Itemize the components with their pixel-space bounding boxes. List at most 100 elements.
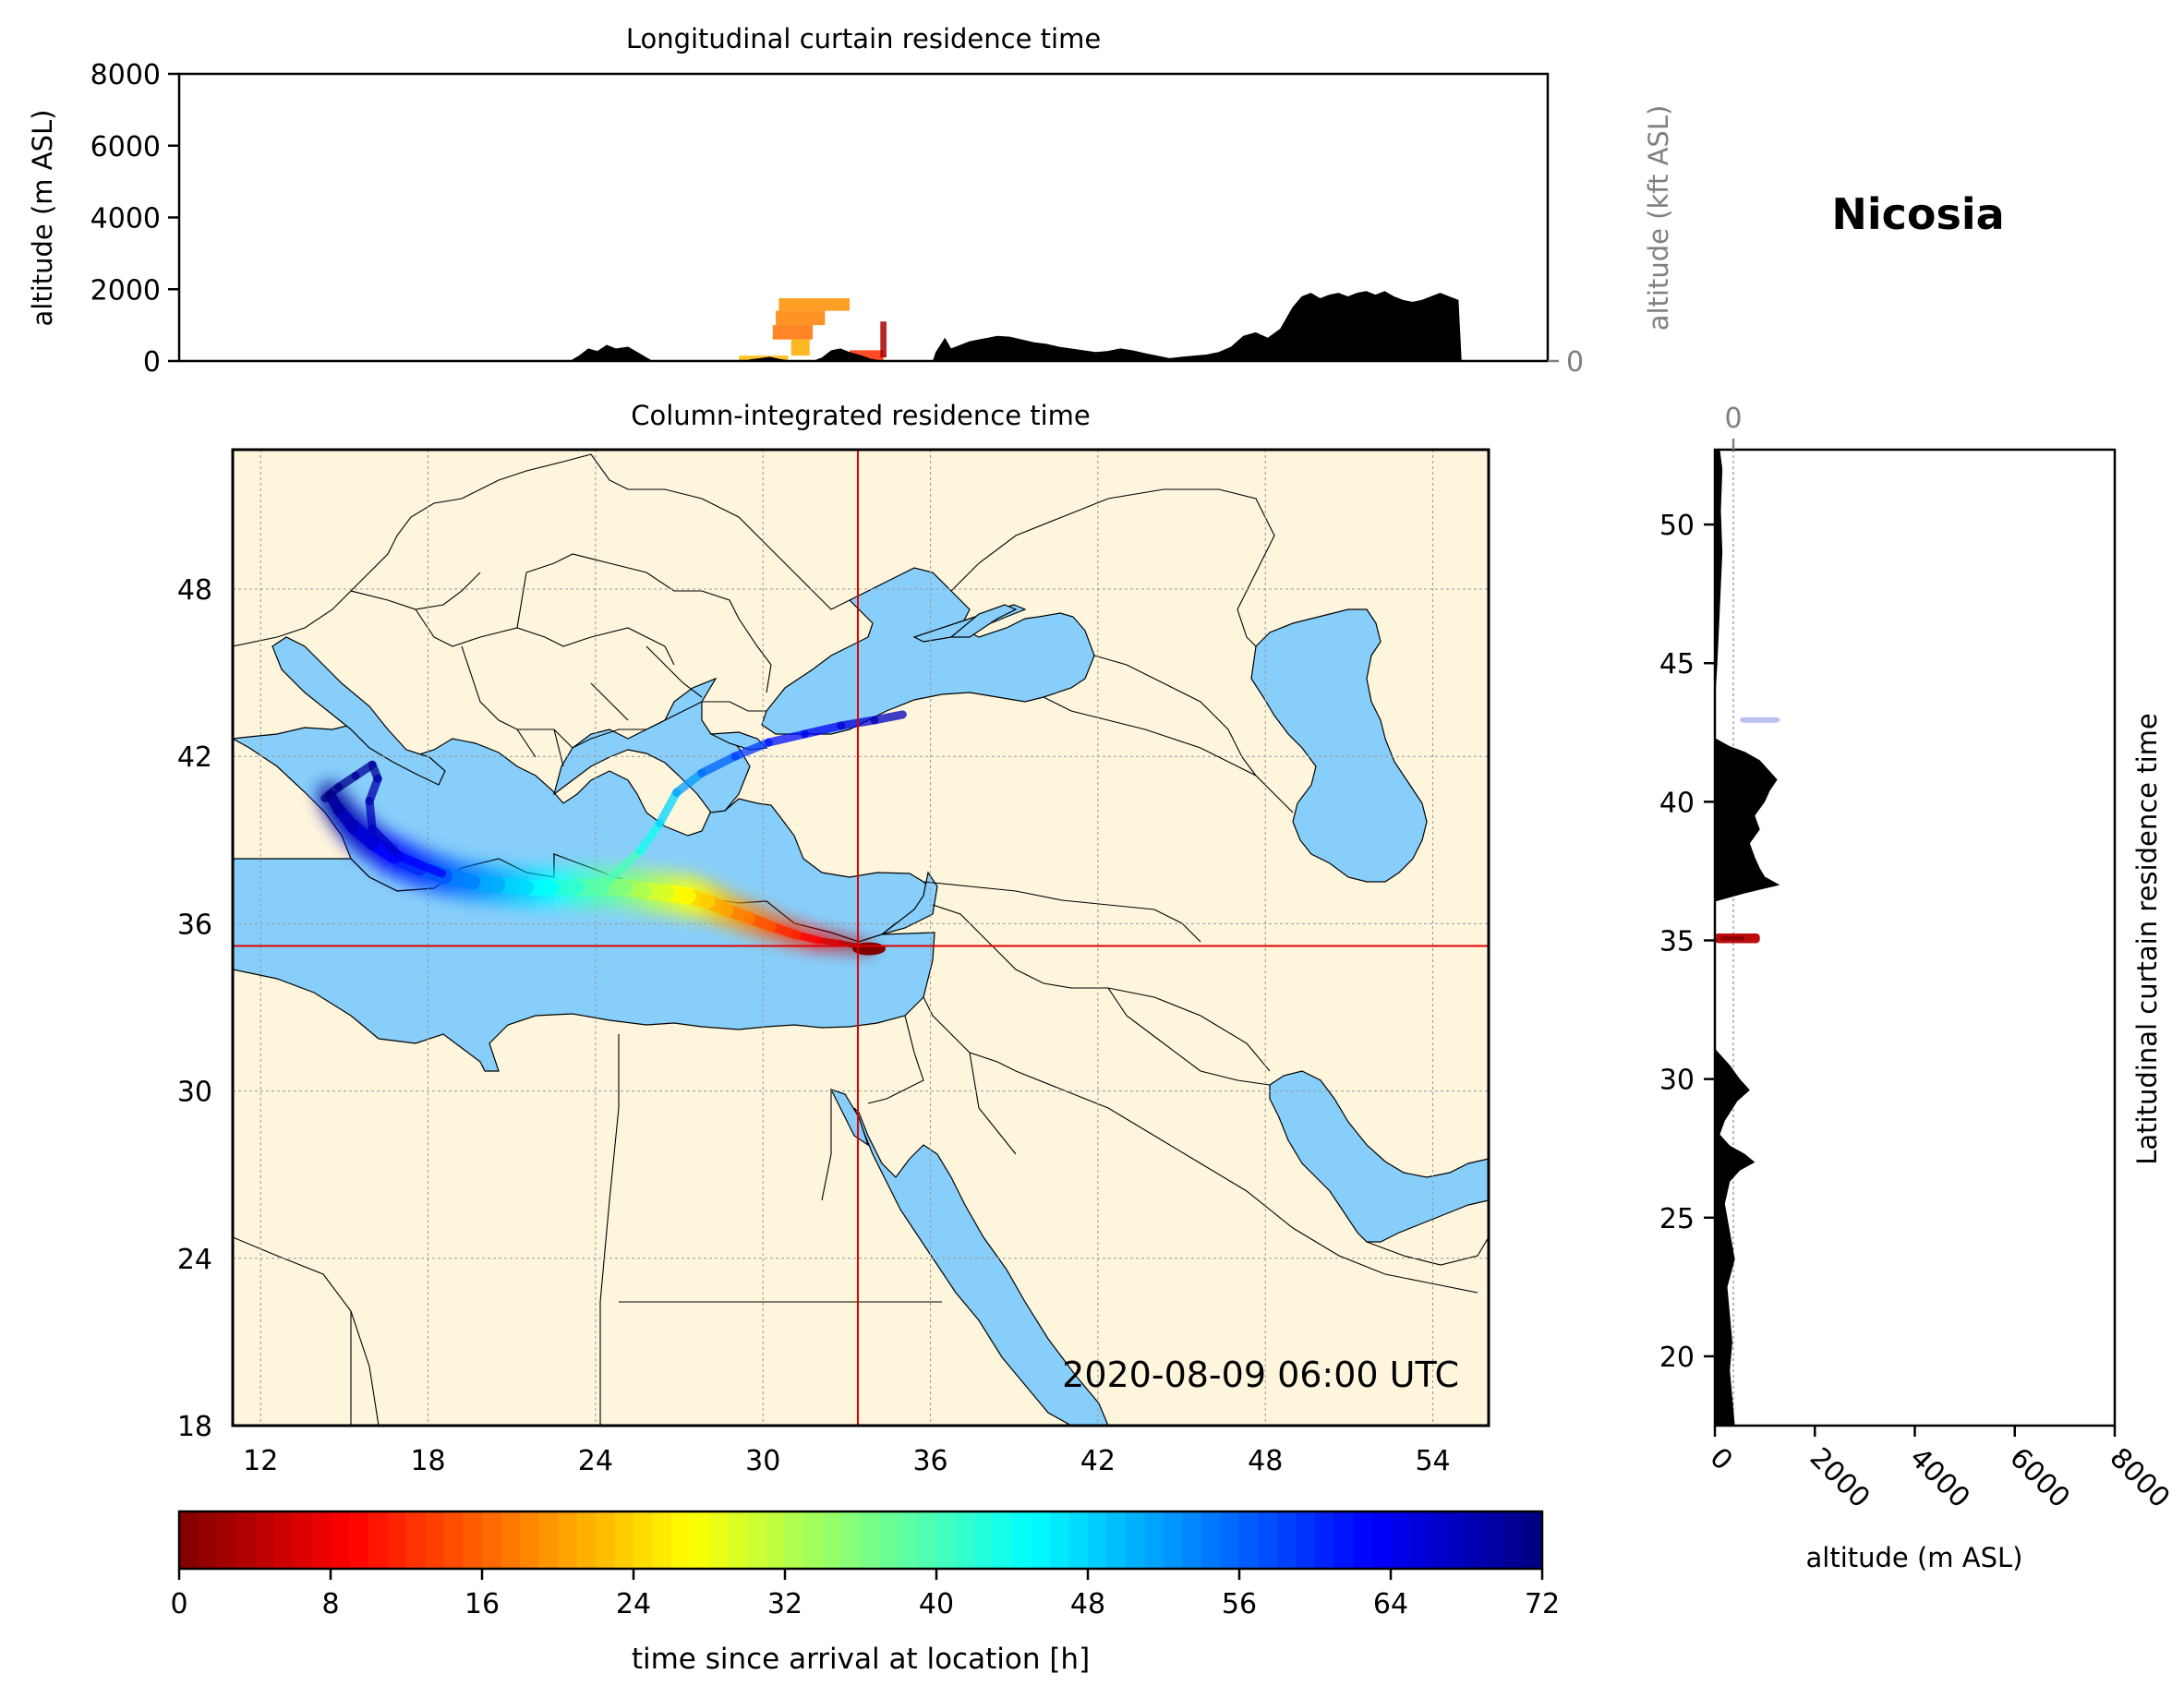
map-xtick-label: 42 [1080, 1445, 1116, 1477]
map-xtick-label: 30 [745, 1445, 780, 1477]
colorbar-cell [1220, 1511, 1240, 1569]
colorbar-cell [1088, 1511, 1108, 1569]
colorbar-cell [255, 1511, 275, 1569]
colorbar-cell [747, 1511, 767, 1569]
colorbar-cell [1050, 1511, 1070, 1569]
colorbar-cell [1258, 1511, 1278, 1569]
colorbar-cell [709, 1511, 730, 1569]
trajectory-branch-segment [635, 819, 664, 856]
latitudinal-xticks-top: 050100 [1724, 403, 1743, 450]
colorbar-cell [803, 1511, 824, 1569]
latitudinal-xtick-top-label: 0 [1724, 403, 1742, 435]
colorbar-cell [293, 1511, 313, 1569]
longitudinal-residence-cell [776, 310, 826, 326]
colorbar-cell [1447, 1511, 1467, 1569]
latitudinal-xtick-label: 2000 [1804, 1441, 1876, 1514]
longitudinal-ytick-label: 4000 [90, 203, 161, 235]
colorbar-cell [311, 1511, 332, 1569]
longitudinal-title: Longitudinal curtain residence time [626, 23, 1101, 54]
longitudinal-ylabel: altitude (m ASL) [27, 110, 58, 327]
colorbar-cell [273, 1511, 294, 1569]
longitudinal-terrain-area [569, 291, 1462, 361]
colorbar-cell [974, 1511, 995, 1569]
colorbar-cell [1296, 1511, 1316, 1569]
colorbar-cell [1164, 1511, 1184, 1569]
latitudinal-terrain [1715, 450, 1780, 1426]
latitudinal-ytick-label: 40 [1659, 787, 1695, 819]
latitudinal-grid [1732, 450, 1734, 1426]
colorbar-tick-label: 64 [1373, 1588, 1408, 1620]
map-xtick-label: 24 [578, 1445, 613, 1477]
colorbar-cell [1031, 1511, 1051, 1569]
colorbar-cell [1409, 1511, 1430, 1569]
colorbar-cell [444, 1511, 465, 1569]
latitudinal-terrain-area [1715, 450, 1780, 1426]
latitudinal-ytick-label: 50 [1659, 510, 1695, 542]
colorbar-cell [331, 1511, 351, 1569]
latitudinal-residence-cell [1740, 717, 1780, 723]
latitudinal-xtick-label: 4000 [1903, 1441, 1976, 1514]
longitudinal-yticks: 0 2000 4000 6000 8000 [90, 59, 179, 379]
colorbar-cell [425, 1511, 445, 1569]
colorbar-cell [463, 1511, 483, 1569]
trajectory-branch [605, 710, 907, 884]
map-ytick-label: 48 [177, 574, 212, 607]
map-ytick-label: 30 [177, 1077, 212, 1109]
colorbar-cell [671, 1511, 692, 1569]
longitudinal-yticks-right: 050100 [1548, 346, 1584, 379]
latitudinal-xticks: 0 2000 4000 6000 8000 [1704, 1426, 2176, 1514]
latitudinal-ylabel: Latitudinal curtain residence time [2131, 713, 2163, 1165]
colorbar-cell [520, 1511, 540, 1569]
colorbar-cell [501, 1511, 521, 1569]
trajectory-branch-segment [395, 852, 447, 878]
trajectory-branch-segment [730, 738, 773, 761]
map-xtick-label: 36 [912, 1445, 947, 1477]
colorbar-cell [917, 1511, 937, 1569]
longitudinal-residence-cell [778, 297, 851, 311]
colorbar-label: time since arrival at location [h] [632, 1643, 1090, 1676]
colorbar-cell [1239, 1511, 1260, 1569]
colorbar-cell [766, 1511, 786, 1569]
location-title: Nicosia [1831, 189, 2004, 239]
latitudinal-ytick-label: 35 [1659, 926, 1695, 958]
colorbar-cell [1277, 1511, 1297, 1569]
colorbar-cell [368, 1511, 389, 1569]
colorbar-cell [1466, 1511, 1487, 1569]
colorbar-cell [1068, 1511, 1089, 1569]
longitudinal-residence-cell [880, 321, 887, 358]
colorbar-cell [633, 1511, 654, 1569]
longitudinal-ytick-label: 6000 [90, 131, 161, 163]
colorbar-tick-label: 72 [1525, 1588, 1560, 1620]
colorbar-cell [387, 1511, 407, 1569]
colorbar-cell [1201, 1511, 1222, 1569]
colorbar-cell [861, 1511, 881, 1569]
longitudinal-residence [739, 297, 887, 361]
map-xtick-label: 12 [243, 1445, 278, 1477]
colorbar-cell [198, 1511, 218, 1569]
latitudinal-yticks: 20 25 30 35 40 45 50 [1659, 510, 1715, 1374]
location-crosshair [233, 450, 1489, 1426]
longitudinal-ylabel-right: altitude (kft ASL) [1643, 105, 1674, 331]
longitudinal-ytick-right-label: 0 [1566, 346, 1584, 379]
colorbar-cell [349, 1511, 369, 1569]
caspian-sea [1250, 608, 1428, 883]
colorbar-cell [1429, 1511, 1449, 1569]
colorbar-cell [936, 1511, 957, 1569]
colorbar-frame [177, 1510, 1544, 1571]
colorbar-cell [899, 1511, 919, 1569]
trajectory-branch-segment [697, 752, 740, 777]
longitudinal-residence-cell [850, 350, 884, 361]
trajectory-branch-segment [605, 847, 645, 884]
colorbar-cell [879, 1511, 899, 1569]
colorbar-tick-label: 16 [465, 1588, 500, 1620]
trajectory-branch-segment [870, 710, 907, 725]
colorbar-cell [614, 1511, 634, 1569]
latitudinal-residence [1715, 717, 1780, 944]
colorbar-cell [993, 1511, 1013, 1569]
colorbar-cell [1106, 1511, 1127, 1569]
colorbar-cell [482, 1511, 502, 1569]
map-xticks: 12 18 24 30 36 42 48 54 [243, 1445, 1451, 1477]
colorbar-cell [217, 1511, 237, 1569]
colorbar-ticks: 0 8 16 24 32 40 48 56 64 72 [170, 1569, 1560, 1620]
